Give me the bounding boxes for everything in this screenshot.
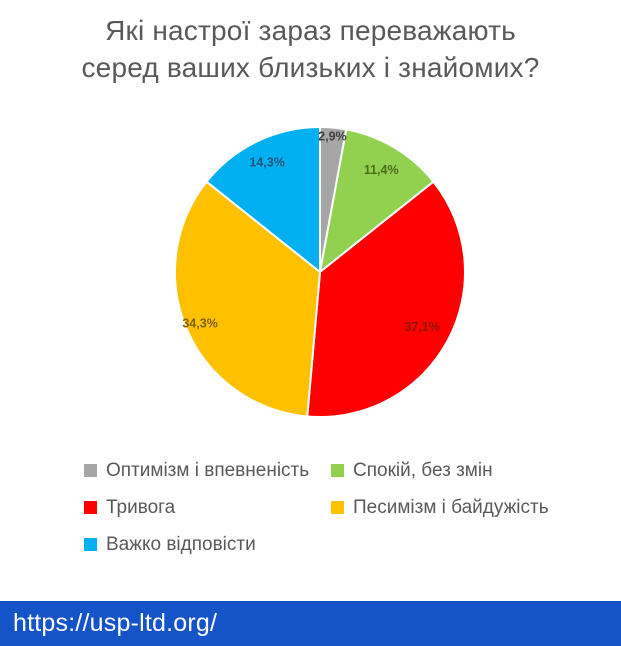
pie-label-3: 34,3%	[182, 317, 217, 331]
pie-slice-4	[205, 126, 321, 273]
pie-slice-2	[306, 180, 466, 418]
legend-label: Спокій, без змін	[353, 459, 493, 481]
legend-label: Тривога	[106, 496, 176, 518]
pie-label-4: 14,3%	[249, 155, 284, 169]
legend-swatch-icon	[331, 501, 344, 514]
legend-swatch-icon	[84, 464, 97, 477]
legend-swatch-icon	[331, 464, 344, 477]
url-banner: https://usp-ltd.org/	[0, 601, 621, 646]
chart-title: Які настрої зараз переважають серед ваши…	[0, 12, 621, 86]
legend-label: Оптимізм і впевненість	[106, 459, 310, 481]
legend-label: Песимізм і байдужість	[353, 496, 549, 518]
pie-label-1: 11,4%	[364, 163, 399, 177]
legend-item-3: Песимізм і байдужість	[331, 496, 559, 519]
pie-chart: 2,9% 11,4% 37,1% 34,3% 14,3%	[174, 126, 466, 418]
legend-label: Важко відповісти	[106, 533, 256, 555]
legend-swatch-icon	[84, 538, 97, 551]
legend-item-2: Тривога	[84, 496, 331, 519]
pie-slice-3	[174, 180, 321, 418]
chart-title-line-1: Які настрої зараз переважають	[105, 15, 516, 46]
pie-slice-1	[319, 128, 435, 273]
legend-item-1: Спокій, без змін	[331, 459, 559, 482]
chart-title-line-2: серед ваших близьких і знайомих?	[81, 52, 540, 83]
pie-label-2: 37,1%	[404, 320, 439, 334]
legend-item-4: Важко відповісти	[84, 533, 331, 556]
legend-swatch-icon	[84, 501, 97, 514]
legend: Оптимізм і впевненість Спокій, без змін Тр…	[84, 459, 559, 556]
pie-label-0: 2,9%	[318, 129, 347, 143]
legend-item-0: Оптимізм і впевненість	[84, 459, 331, 482]
url-text: https://usp-ltd.org/	[13, 609, 218, 637]
